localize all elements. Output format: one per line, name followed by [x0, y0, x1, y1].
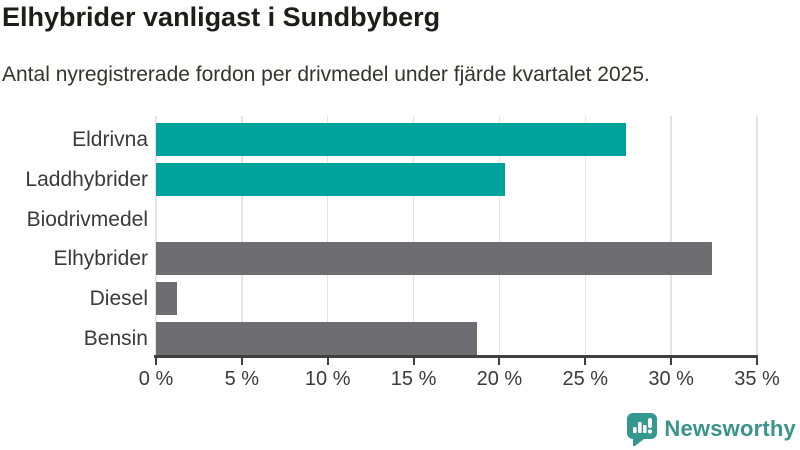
x-axis-tick-label: 0 %: [138, 368, 174, 390]
bar-eldrivna: [156, 123, 627, 156]
category-label: Eldrivna: [72, 128, 148, 151]
x-axis-tick-label: 20 %: [476, 368, 523, 390]
x-axis-tick: [584, 358, 587, 365]
x-axis-tick-label: 15 %: [390, 368, 437, 390]
gridline: [412, 116, 415, 356]
x-axis-tick: [155, 358, 157, 365]
x-axis-tick-label: 30 %: [648, 368, 694, 390]
x-axis-tick-label: 5 %: [224, 368, 260, 390]
category-axis: Eldrivna Laddhybrider Biodrivmedel Elhybrid…: [0, 116, 148, 356]
gridline: [498, 116, 501, 356]
newsworthy-wordmark: Newsworthy: [664, 416, 796, 441]
gridline: [241, 116, 243, 356]
bar-laddhybrider: [156, 162, 505, 196]
x-axis-tick: [326, 358, 329, 365]
gridline: [584, 116, 587, 356]
bar-chart-plot-area: [155, 116, 758, 356]
category-label: Elhybrider: [53, 247, 148, 271]
bar-diesel: [156, 282, 177, 316]
x-axis-tick-label: 35 %: [734, 368, 780, 390]
x-axis-line: [154, 355, 758, 358]
newsworthy-logo[interactable]: Newsworthy: [626, 412, 796, 446]
bar-elhybrider: [156, 242, 713, 276]
x-axis-tick: [498, 358, 501, 365]
category-label: Laddhybrider: [25, 167, 148, 191]
x-axis: 0 % 5 % 10 % 15 % 20 % 25 % 30 % 35 %: [139, 358, 780, 398]
gridline: [155, 116, 157, 356]
chart-subtitle: Antal nyregistrerade fordon per drivmede…: [2, 63, 650, 86]
bar-bensin: [156, 322, 478, 355]
category-label: Biodrivmedel: [26, 207, 148, 231]
gridline: [670, 116, 672, 356]
chart-title: Elhybrider vanligast i Sundbyberg: [2, 2, 441, 32]
newsworthy-bubble-icon: [627, 413, 658, 446]
x-axis-tick-label: 10 %: [304, 368, 351, 390]
x-axis-tick: [756, 358, 758, 365]
x-axis-tick-label: 25 %: [562, 368, 609, 390]
x-axis-tick: [412, 358, 415, 365]
category-label: Bensin: [83, 327, 148, 350]
gridline: [326, 116, 329, 356]
x-axis-tick: [240, 358, 243, 365]
x-axis-tick: [670, 358, 673, 365]
category-label: Diesel: [89, 287, 148, 311]
gridline: [756, 116, 758, 356]
